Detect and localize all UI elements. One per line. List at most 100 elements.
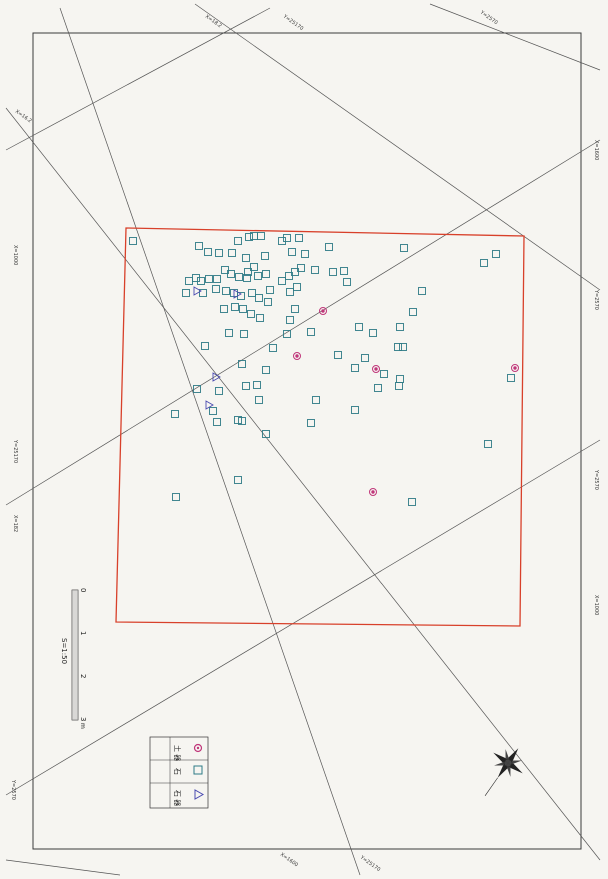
stone-marker-square-icon xyxy=(287,317,294,324)
grid-label: X=18.2 xyxy=(204,14,223,30)
stone-marker-square-icon xyxy=(263,271,270,278)
stone-marker-square-icon xyxy=(256,397,263,404)
stone-marker-square-icon xyxy=(229,250,236,257)
stone-marker-square-icon xyxy=(312,267,319,274)
scale-tick-label: 1 xyxy=(79,631,87,635)
stone-markers xyxy=(130,233,515,506)
legend-label-sherd: 土 器 xyxy=(173,745,182,761)
stone-marker-square-icon xyxy=(214,419,221,426)
stone-marker-square-icon xyxy=(196,243,203,250)
stone-marker-square-icon xyxy=(257,315,264,322)
stone-marker-square-icon xyxy=(206,276,213,283)
stone-marker-square-icon xyxy=(341,268,348,275)
stone-marker-square-icon xyxy=(216,388,223,395)
stone-marker-square-icon xyxy=(352,407,359,414)
stone-marker-square-icon xyxy=(221,306,228,313)
stone-marker-square-icon xyxy=(216,250,223,257)
stone-marker-square-icon xyxy=(240,306,247,313)
legend: 土 器 石 石 器 xyxy=(150,737,208,808)
stone-marker-square-icon xyxy=(232,304,239,311)
stone-marker-square-icon xyxy=(241,331,248,338)
grid-label: X=1000 xyxy=(12,245,18,265)
legend-triangle-icon xyxy=(195,790,203,799)
stone-marker-square-icon xyxy=(223,288,230,295)
grid-label: X=1600 xyxy=(593,140,599,160)
stone-marker-square-icon xyxy=(172,411,179,418)
stone-marker-square-icon xyxy=(397,376,404,383)
stone-marker-square-icon xyxy=(335,352,342,359)
stone-marker-square-icon xyxy=(193,275,200,282)
sherd-marker-circle-icon xyxy=(294,353,301,360)
stone-marker-square-icon xyxy=(235,477,242,484)
scale-bar: 0 1 2 3 m S=1:50 xyxy=(60,588,87,729)
stone-marker-square-icon xyxy=(308,329,315,336)
legend-label-stone-tool: 石 器 xyxy=(173,790,181,806)
stone-marker-square-icon xyxy=(313,397,320,404)
sherd-marker-circle-icon xyxy=(512,365,519,372)
stone-marker-square-icon xyxy=(205,249,212,256)
stone-marker-square-icon xyxy=(226,330,233,337)
stone-marker-square-icon xyxy=(173,494,180,501)
stone-marker-square-icon xyxy=(263,367,270,374)
excavation-area-outline xyxy=(116,228,524,626)
stone-marker-square-icon xyxy=(485,441,492,448)
stone-marker-square-icon xyxy=(130,238,137,245)
stone-marker-square-icon xyxy=(235,238,242,245)
scale-tick-label: 0 xyxy=(79,588,87,592)
stone-marker-square-icon xyxy=(267,287,274,294)
stone-marker-square-icon xyxy=(243,383,250,390)
scale-unit: m xyxy=(79,723,86,729)
stone-marker-square-icon xyxy=(370,330,377,337)
stone-marker-square-icon xyxy=(397,324,404,331)
grid-label: X=1000 xyxy=(593,595,599,615)
stone-marker-square-icon xyxy=(330,269,337,276)
stone-marker-square-icon xyxy=(352,365,359,372)
stone-marker-square-icon xyxy=(401,245,408,252)
stone-marker-square-icon xyxy=(248,311,255,318)
stone-marker-square-icon xyxy=(400,344,407,351)
scale-bar-fill xyxy=(72,590,78,720)
stone-marker-square-icon xyxy=(186,278,193,285)
stone-marker-square-icon xyxy=(481,260,488,267)
stone-marker-square-icon xyxy=(296,235,303,242)
stone-marker-square-icon xyxy=(289,249,296,256)
stone-marker-square-icon xyxy=(356,324,363,331)
grid-label: X=1600 xyxy=(279,852,299,869)
stone-marker-square-icon xyxy=(381,371,388,378)
sherd-marker-circle-icon xyxy=(370,489,377,496)
compass-rose-icon xyxy=(470,738,533,806)
grid-label: Y=2570 xyxy=(10,779,16,800)
stone-marker-square-icon xyxy=(214,276,221,283)
stone-marker-square-icon xyxy=(279,278,286,285)
stone-marker-square-icon xyxy=(270,345,277,352)
sherd-markers xyxy=(294,308,519,496)
stone-marker-square-icon xyxy=(308,420,315,427)
stone-marker-square-icon xyxy=(243,255,250,262)
stone-marker-square-icon xyxy=(344,279,351,286)
stone-marker-square-icon xyxy=(183,290,190,297)
stone-marker-square-icon xyxy=(396,383,403,390)
legend-label-stone: 石 xyxy=(173,768,181,775)
stone-marker-square-icon xyxy=(294,284,301,291)
stone-marker-square-icon xyxy=(262,253,269,260)
stone-marker-square-icon xyxy=(258,233,265,240)
stone-marker-square-icon xyxy=(254,382,261,389)
map-frame xyxy=(33,33,581,849)
stone-marker-square-icon xyxy=(255,273,262,280)
grid-label: Y=2570 xyxy=(593,289,599,310)
stone-marker-square-icon xyxy=(236,274,243,281)
sherd-marker-circle-icon xyxy=(373,366,380,373)
stone-marker-square-icon xyxy=(210,408,217,415)
stone-marker-square-icon xyxy=(202,343,209,350)
stone-marker-square-icon xyxy=(375,385,382,392)
grid-label: Y=25170 xyxy=(358,854,381,873)
stone-marker-square-icon xyxy=(292,306,299,313)
stone-marker-square-icon xyxy=(409,499,416,506)
grid-label: Y=25170 xyxy=(12,439,18,463)
scale-ratio-label: S=1:50 xyxy=(60,638,68,664)
grid-lines xyxy=(6,4,600,875)
stone-marker-square-icon xyxy=(279,238,286,245)
stone-marker-square-icon xyxy=(284,235,291,242)
legend-square-icon xyxy=(194,766,202,774)
stone-marker-square-icon xyxy=(287,289,294,296)
